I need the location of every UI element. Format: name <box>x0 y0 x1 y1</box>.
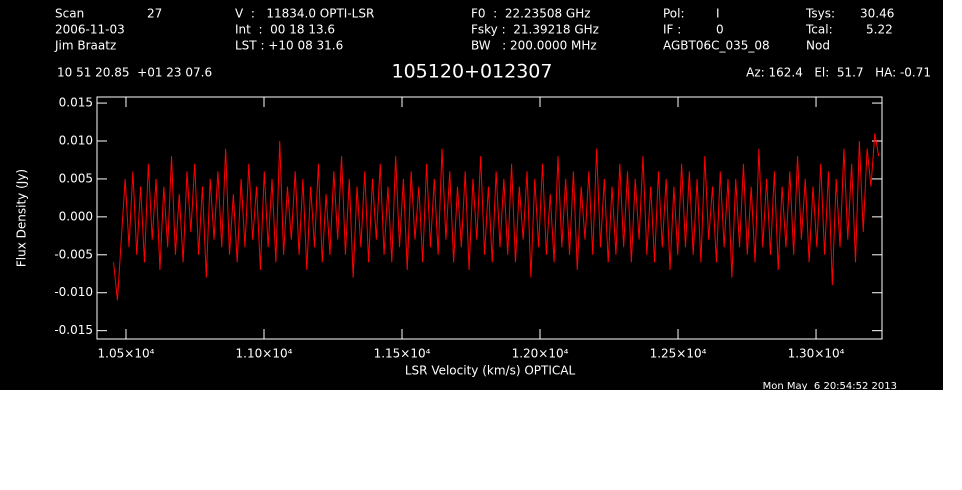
header-text: F0 : 22.23508 GHz <box>471 7 591 21</box>
y-axis-label: Flux Density (Jy) <box>15 169 29 267</box>
y-tick-label: 0.000 <box>59 209 93 223</box>
y-tick-label: 0.010 <box>59 134 93 148</box>
header-text: V : 11834.0 OPTI-LSR <box>235 7 374 21</box>
header-text: Fsky : 21.39218 GHz <box>471 23 599 37</box>
x-tick-label: 1.25×10⁴ <box>650 347 707 361</box>
header-text: Jim Braatz <box>54 39 116 53</box>
header-text: 10 51 20.85 +01 23 07.6 <box>57 66 212 80</box>
header-text: 27 <box>147 7 162 21</box>
header-text: Tsys: <box>805 7 835 21</box>
timestamp: Mon May 6 20:54:52 2013 <box>763 381 897 392</box>
header-text: BW : 200.0000 MHz <box>471 39 597 53</box>
y-tick-label: -0.010 <box>54 285 93 299</box>
y-tick-label: -0.015 <box>54 323 93 337</box>
y-tick-label: -0.005 <box>54 247 93 261</box>
header-text: I <box>716 7 720 21</box>
header-text: Pol: <box>663 7 685 21</box>
header-text: 5.22 <box>866 23 893 37</box>
y-tick-label: 0.005 <box>59 171 93 185</box>
x-tick-label: 1.10×10⁴ <box>236 347 293 361</box>
x-axis-label: LSR Velocity (km/s) OPTICAL <box>405 364 576 378</box>
header-text: AGBT06C_035_08 <box>663 39 770 53</box>
x-tick-label: 1.30×10⁴ <box>788 347 845 361</box>
x-tick-label: 1.20×10⁴ <box>512 347 569 361</box>
y-tick-label: 0.015 <box>59 96 93 110</box>
plot-frame <box>96 96 883 340</box>
header-text: Int : 00 18 13.6 <box>235 23 335 37</box>
header-text: Tcal: <box>805 23 833 37</box>
header-text: 2006-11-03 <box>55 23 125 37</box>
header-text: Scan <box>55 7 84 21</box>
header-text: Nod <box>806 39 830 53</box>
chart-title: 105120+012307 <box>392 61 553 83</box>
x-tick-label: 1.05×10⁴ <box>98 347 155 361</box>
header-text: LST : +10 08 31.6 <box>235 39 343 53</box>
x-tick-label: 1.15×10⁴ <box>374 347 431 361</box>
header-text: 0 <box>716 23 724 37</box>
spectrum-line <box>113 133 880 301</box>
header-text: 30.46 <box>860 7 894 21</box>
header-text: IF : <box>663 23 681 37</box>
header-text: Az: 162.4 El: 51.7 HA: -0.71 <box>746 66 931 80</box>
